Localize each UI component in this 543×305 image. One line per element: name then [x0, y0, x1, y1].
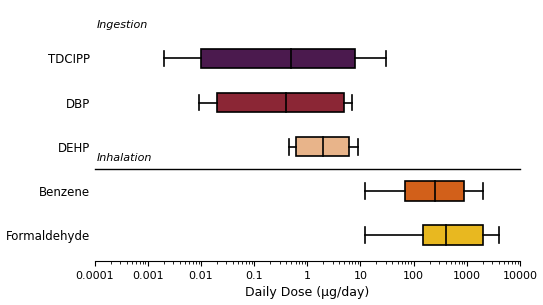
- Bar: [406, 181, 464, 201]
- X-axis label: Daily Dose (μg/day): Daily Dose (μg/day): [245, 286, 369, 300]
- Bar: [423, 225, 483, 245]
- Bar: [295, 137, 349, 156]
- Bar: [201, 48, 355, 68]
- Text: Inhalation: Inhalation: [97, 152, 152, 163]
- Text: Ingestion: Ingestion: [97, 20, 148, 31]
- Bar: [217, 93, 344, 113]
